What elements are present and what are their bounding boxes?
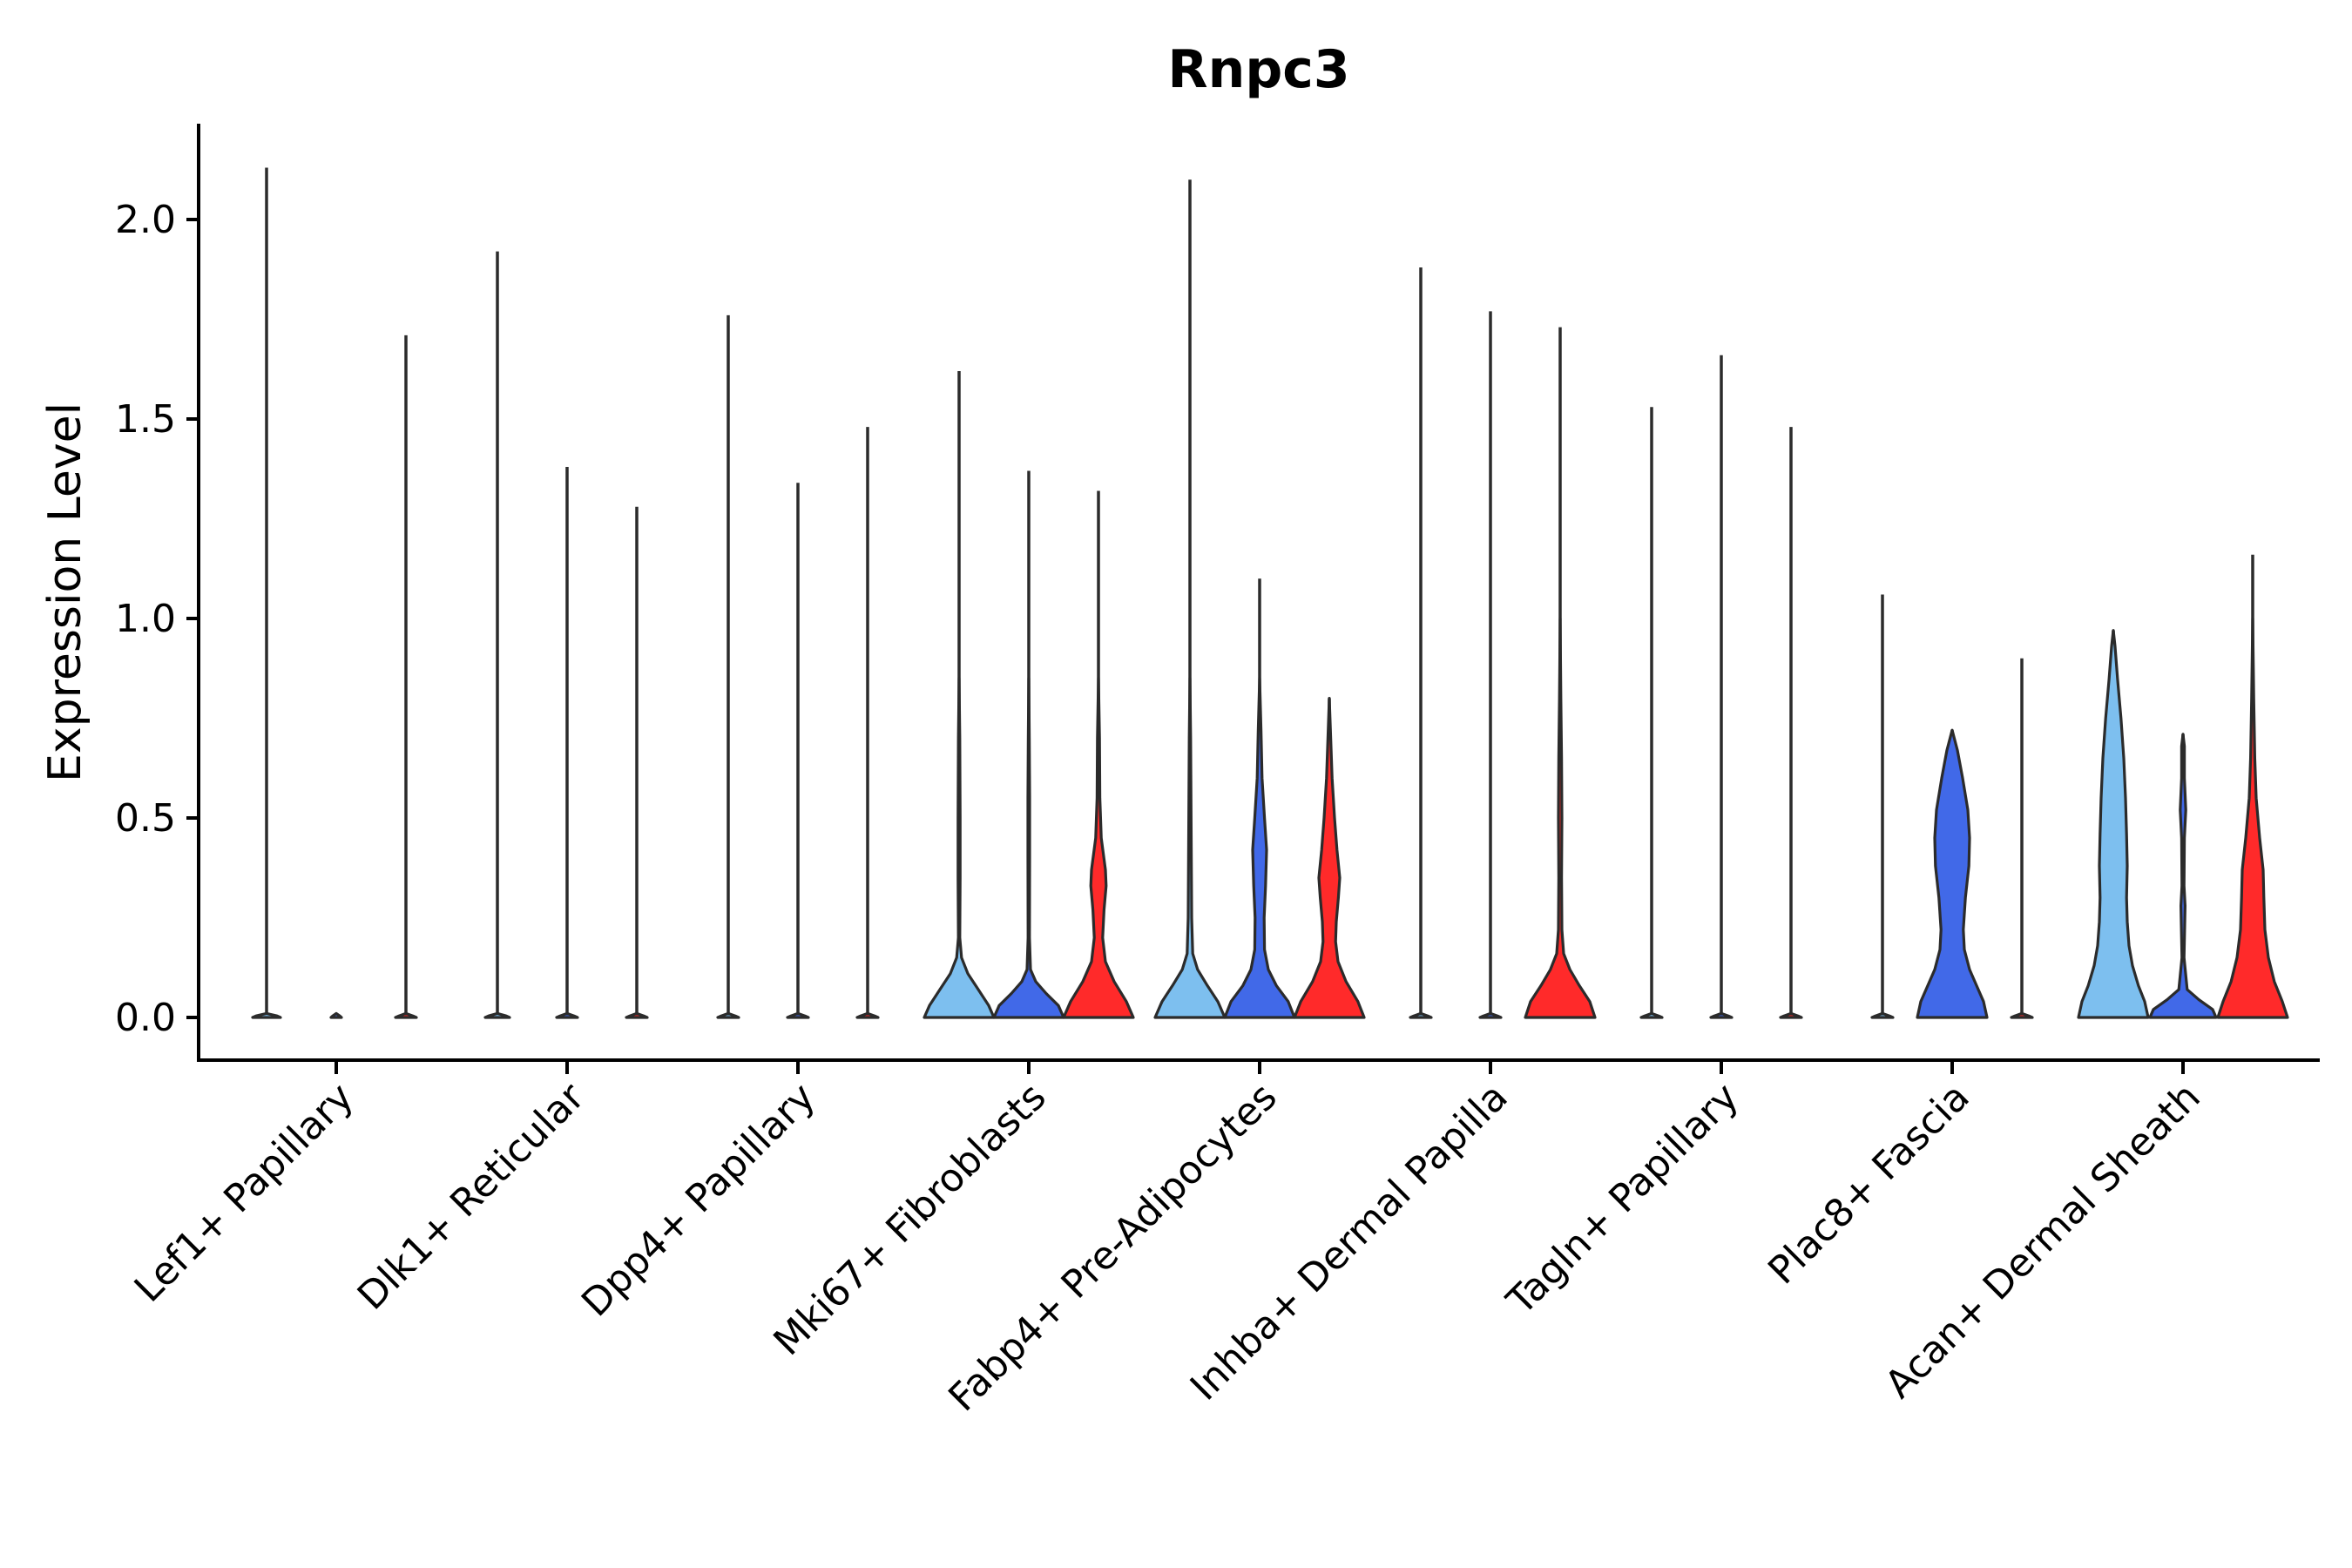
violin-group-3 (394, 1011, 418, 1019)
y-tick-label: 2.0 (115, 198, 176, 242)
y-tick-label: 0.5 (115, 796, 176, 841)
violin-group-2 (1709, 1011, 1734, 1019)
violin-group-2 (992, 677, 1065, 1019)
violin-group-3 (855, 1011, 880, 1019)
violin-group-1 (923, 677, 996, 1019)
violin-group-2 (2148, 733, 2218, 1019)
y-axis-label: Expression Level (39, 402, 91, 782)
violin-group-2 (1916, 728, 1989, 1019)
violin-group-3 (2216, 617, 2289, 1019)
chart-title: Rnpc3 (1167, 39, 1349, 100)
violin-group-1 (251, 1011, 282, 1019)
violin-group-3 (1293, 697, 1366, 1019)
violin-group-3 (1779, 1011, 1803, 1019)
violin-group-3 (625, 1011, 649, 1019)
violin-group-2 (786, 1011, 810, 1019)
violins-layer (251, 167, 2289, 1019)
violin-group-2 (555, 1011, 579, 1019)
violin-group-1 (1153, 677, 1227, 1019)
violin-group-2 (1478, 1011, 1503, 1019)
y-tick-label: 0.0 (115, 996, 176, 1040)
y-tick-label: 1.5 (115, 397, 176, 442)
y-ticks: 0.0 0.5 1.0 1.5 2.0 (115, 198, 199, 1040)
x-tick-label: Dpp4+ Papillary (573, 1075, 824, 1326)
violin-group-3 (1524, 617, 1597, 1019)
x-tick-label: Plac8+ Fascia (1760, 1075, 1978, 1294)
violin-group-1 (483, 1011, 511, 1019)
violin-group-1 (1409, 1011, 1433, 1019)
violin-group-2 (329, 1011, 343, 1019)
violin-group-2 (1223, 677, 1296, 1019)
x-tick-label: Tagln+ Papillary (1498, 1075, 1747, 1324)
violin-group-1 (1870, 1011, 1895, 1019)
x-tick-label: Lef1+ Papillary (126, 1075, 362, 1311)
violin-group-1 (716, 1011, 740, 1019)
violin-group-1 (1639, 1011, 1664, 1019)
y-tick-label: 1.0 (115, 597, 176, 641)
violin-group-3 (2010, 1011, 2034, 1019)
violin-group-1 (2077, 629, 2150, 1019)
x-tick-label: Dlk1+ Reticular (349, 1074, 594, 1319)
violin-group-3 (1062, 677, 1135, 1019)
